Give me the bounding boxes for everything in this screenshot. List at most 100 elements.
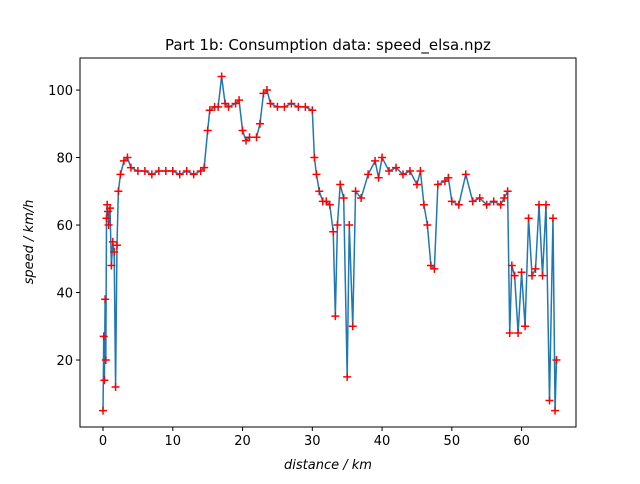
marker — [423, 221, 432, 230]
marker — [339, 194, 348, 203]
marker — [273, 102, 282, 111]
marker — [116, 170, 125, 179]
marker — [245, 133, 254, 142]
marker — [430, 264, 439, 273]
marker — [542, 200, 551, 209]
chart-title: Part 1b: Consumption data: speed_elsa.np… — [165, 36, 491, 55]
marker — [552, 356, 561, 365]
marker — [308, 106, 317, 115]
marker — [489, 197, 498, 206]
marker — [392, 163, 401, 172]
x-tick-label: 40 — [374, 434, 391, 449]
marker — [266, 99, 275, 108]
marker — [447, 197, 456, 206]
marker — [111, 383, 120, 392]
x-tick-label: 10 — [165, 434, 182, 449]
x-tick-label: 30 — [304, 434, 321, 449]
marker — [255, 119, 264, 128]
marker — [371, 156, 380, 165]
marker — [548, 214, 557, 223]
marker — [538, 271, 547, 280]
marker — [238, 126, 247, 135]
marker — [333, 221, 342, 230]
marker — [235, 96, 244, 105]
marker — [133, 167, 142, 176]
marker — [521, 322, 530, 331]
marker — [224, 102, 233, 111]
marker — [310, 153, 319, 162]
marker — [348, 322, 357, 331]
marker — [205, 106, 214, 115]
marker — [262, 86, 271, 95]
y-tick-label: 80 — [56, 152, 73, 167]
marker — [545, 396, 554, 405]
marker — [475, 194, 484, 203]
marker — [101, 356, 110, 365]
marker — [444, 173, 453, 182]
marker — [416, 167, 425, 176]
marker — [535, 200, 544, 209]
marker — [104, 221, 113, 230]
marker — [203, 126, 212, 135]
marker — [101, 295, 110, 304]
x-tick-label: 0 — [99, 434, 107, 449]
marker — [189, 170, 198, 179]
marker — [252, 133, 261, 142]
marker — [182, 167, 191, 176]
marker — [528, 271, 537, 280]
marker — [114, 187, 123, 196]
marker — [433, 180, 442, 189]
marker — [505, 329, 514, 338]
marker — [99, 406, 108, 415]
marker — [168, 167, 177, 176]
marker — [102, 214, 111, 223]
marker — [147, 170, 156, 179]
marker — [364, 170, 373, 179]
marker — [287, 99, 296, 108]
marker — [482, 200, 491, 209]
marker — [325, 200, 334, 209]
y-tick-label: 60 — [56, 219, 73, 234]
marker — [100, 376, 109, 385]
marker — [468, 197, 477, 206]
marker — [503, 187, 512, 196]
marker — [107, 261, 116, 270]
marker — [331, 312, 340, 321]
marker — [112, 241, 121, 250]
marker — [517, 268, 526, 277]
marker — [126, 163, 135, 172]
marker — [123, 153, 132, 162]
y-tick-label: 100 — [48, 84, 73, 99]
marker — [398, 170, 407, 179]
marker — [154, 167, 163, 176]
marker — [351, 187, 360, 196]
y-axis-label: speed / km/h — [22, 200, 37, 285]
x-tick-label: 60 — [513, 434, 530, 449]
marker — [405, 167, 414, 176]
marker — [110, 248, 119, 257]
y-tick-label: 20 — [56, 354, 73, 369]
marker — [99, 332, 108, 341]
marker — [500, 194, 509, 203]
marker — [312, 170, 321, 179]
marker — [551, 406, 560, 415]
marker — [336, 180, 345, 189]
marker — [140, 167, 149, 176]
marker — [496, 200, 505, 209]
x-tick-label: 20 — [234, 434, 251, 449]
marker — [200, 163, 209, 172]
marker — [345, 221, 354, 230]
marker — [454, 200, 463, 209]
marker — [105, 204, 114, 213]
marker — [412, 180, 421, 189]
marker — [514, 329, 523, 338]
y-tick-label: 40 — [56, 287, 73, 302]
marker — [507, 261, 516, 270]
marker — [419, 200, 428, 209]
x-axis-label: distance / km — [284, 458, 372, 473]
marker — [217, 72, 226, 81]
marker — [214, 102, 223, 111]
marker — [280, 102, 289, 111]
marker — [301, 102, 310, 111]
